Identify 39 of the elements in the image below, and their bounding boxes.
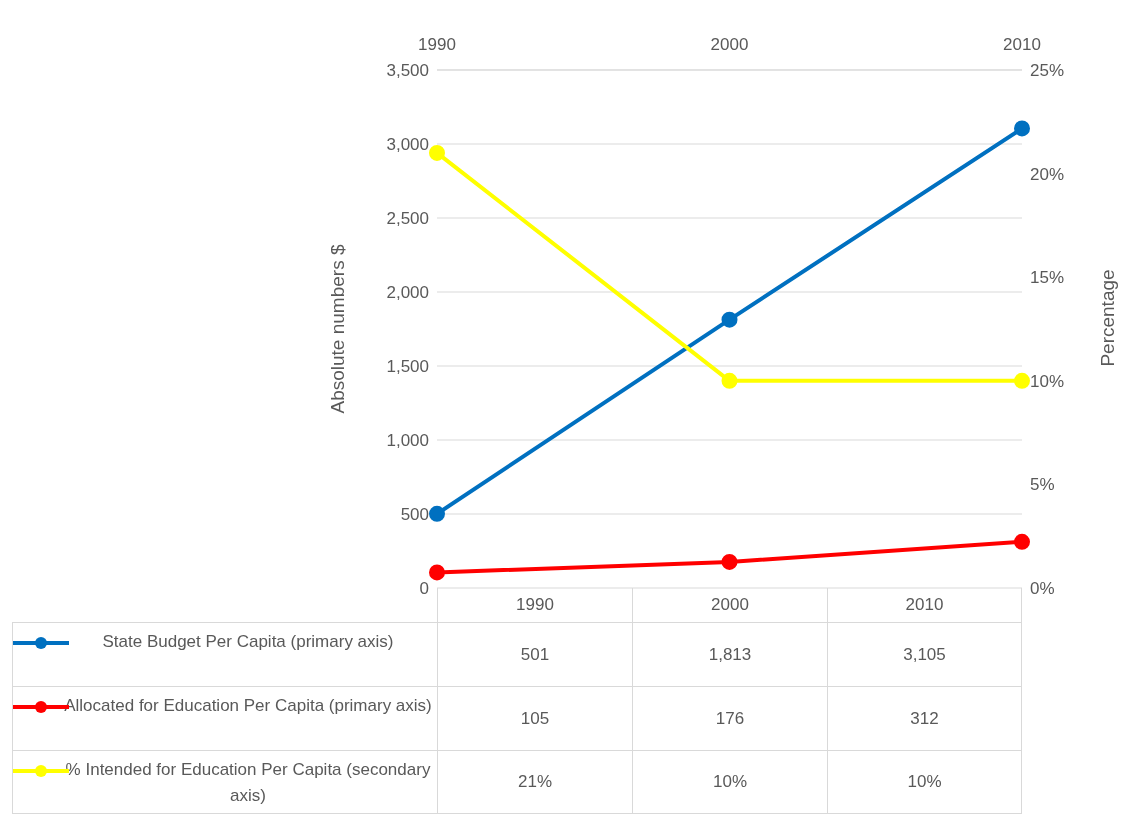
y-tick-label: 2,500 [386,209,429,229]
data-label: 1,813 [632,622,827,686]
y-tick-label: 3,500 [386,61,429,81]
data-label: 21% [437,750,632,814]
data-label: 105 [437,686,632,750]
data-label: 312 [827,686,1022,750]
category-label: 2010 [905,595,944,614]
category-label: 2000 [711,595,749,614]
point [1014,533,1030,550]
x-tick-label: 2010 [1003,35,1041,54]
y2-tick-label: 0% [1030,579,1055,599]
data-label: 10% [632,750,827,814]
y2-tick-label: 5% [1030,475,1055,495]
point [429,505,445,522]
y-tick-label: 1,500 [386,357,429,377]
y2-tick-label: 15% [1030,268,1065,288]
data-label: 501 [437,622,632,686]
point [721,553,738,570]
y2-tick-label: 25% [1030,61,1065,81]
data-label: 3,105 [827,622,1022,686]
y-axis-title: Absolute numbers $ [326,244,348,414]
y2-tick-label: 20% [1030,164,1065,184]
y-tick-label: 1,000 [386,431,429,451]
legend-label: Allocated for Education Per Capita (primary axis) [12,686,437,750]
point [429,564,445,581]
y-tick-label: 0 [419,579,429,599]
point [721,311,738,328]
x-tick-label: 2000 [710,35,749,54]
data-label: 176 [632,686,827,750]
x-tick-label: 1990 [418,35,456,54]
category-label: 1990 [516,595,554,614]
y-tick-label: 2,000 [386,283,429,303]
y-tick-label: 500 [400,505,429,525]
y2-axis-title: Percentage [1097,269,1119,367]
legend-label: State Budget Per Capita (primary axis) [12,622,437,686]
data-label: 10% [827,750,1022,814]
y2-tick-label: 10% [1030,371,1065,391]
y-tick-label: 3,000 [386,135,429,155]
point [1014,120,1030,137]
